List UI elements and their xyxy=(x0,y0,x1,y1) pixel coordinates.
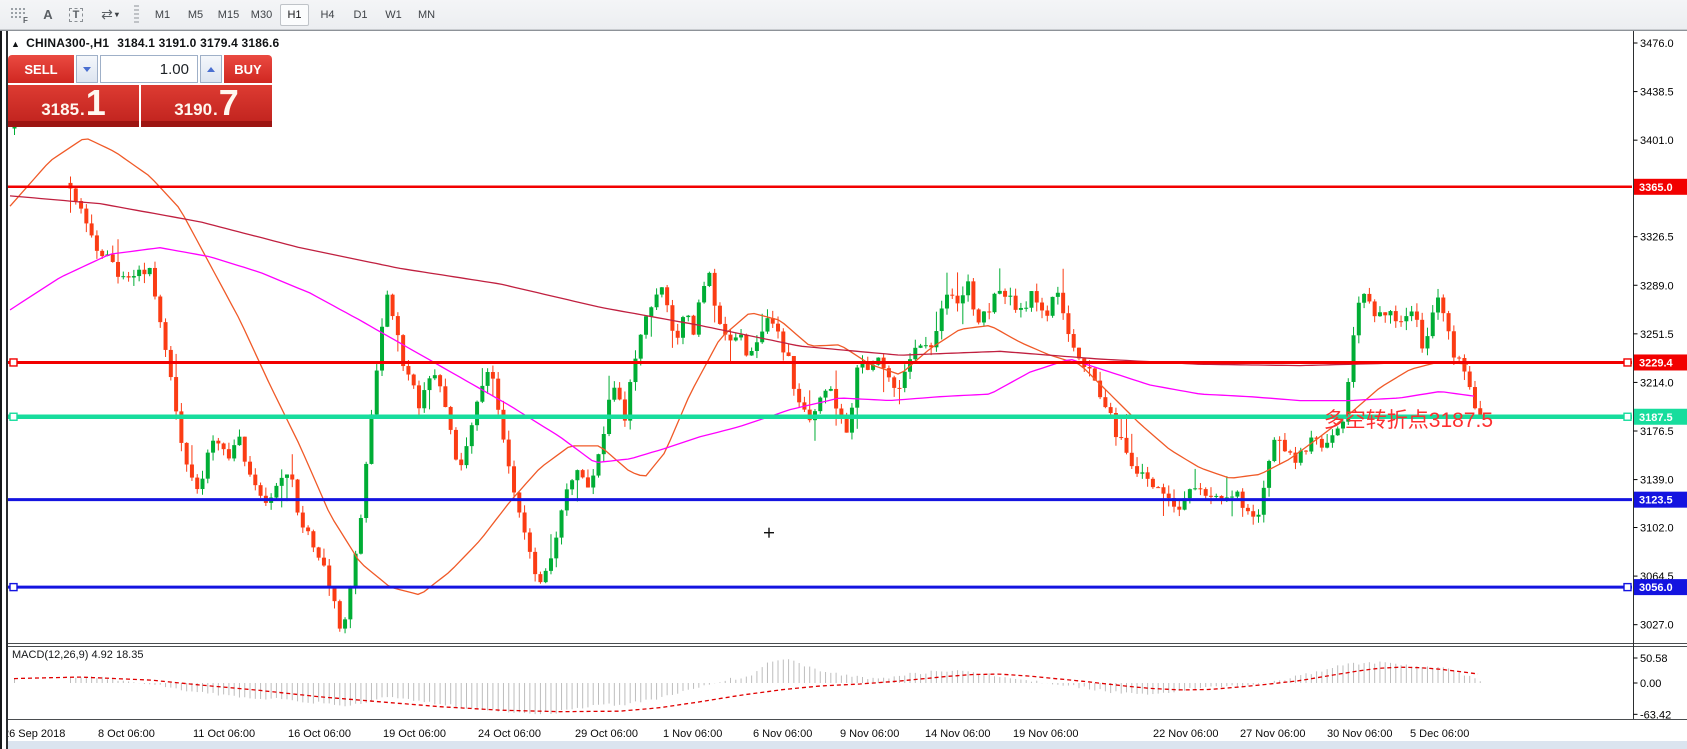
toolbar-grip xyxy=(134,4,139,25)
svg-text:5 Dec 06:00: 5 Dec 06:00 xyxy=(1410,728,1469,740)
svg-text:19 Oct 06:00: 19 Oct 06:00 xyxy=(383,728,446,740)
volume-input[interactable] xyxy=(100,55,198,83)
arrange-tool-button[interactable]: ⇄ ▾ xyxy=(90,3,130,27)
svg-text:50.58: 50.58 xyxy=(1640,653,1668,665)
chart-canvas[interactable]: 3476.0 3438.5 3401.0 3326.5 3289.0 3251.5 3214… xyxy=(0,31,1687,749)
svg-text:3214.0: 3214.0 xyxy=(1640,377,1674,389)
toolbar: F A T ⇄ ▾ M1 M5 M15 M30 H1 H4 D1 W1 MN xyxy=(0,0,1687,30)
svg-text:9 Nov 06:00: 9 Nov 06:00 xyxy=(840,728,899,740)
svg-text:3027.0: 3027.0 xyxy=(1640,620,1674,632)
svg-text:26 Sep 2018: 26 Sep 2018 xyxy=(3,728,65,740)
svg-text:-63.42: -63.42 xyxy=(1640,709,1671,721)
svg-text:3289.0: 3289.0 xyxy=(1640,280,1674,292)
ohlc-values: 3184.1 3191.0 3179.4 3186.6 xyxy=(117,36,280,50)
buy-price-dot: . xyxy=(213,100,218,119)
timeframe-m30[interactable]: M30 xyxy=(247,4,276,26)
volume-increase-button[interactable] xyxy=(200,55,222,83)
letter-a-icon: A xyxy=(43,7,53,22)
triangle-up-icon xyxy=(207,66,215,72)
sell-price-pip: 1 xyxy=(85,82,106,123)
svg-text:16 Oct 06:00: 16 Oct 06:00 xyxy=(288,728,351,740)
timeframe-w1[interactable]: W1 xyxy=(379,4,408,26)
volume-decrease-button[interactable] xyxy=(76,55,98,83)
svg-text:24 Oct 06:00: 24 Oct 06:00 xyxy=(478,728,541,740)
timeframe-m5[interactable]: M5 xyxy=(181,4,210,26)
text-box-tool-button[interactable]: T xyxy=(62,3,90,27)
macd-name: MACD(12,26,9) xyxy=(12,649,89,661)
svg-text:0.00: 0.00 xyxy=(1640,678,1661,690)
buy-price-panel[interactable]: 3190. 7 xyxy=(141,85,272,127)
svg-text:3365.0: 3365.0 xyxy=(1639,182,1673,194)
svg-text:30 Nov 06:00: 30 Nov 06:00 xyxy=(1327,728,1392,740)
timeframe-m1[interactable]: M1 xyxy=(148,4,177,26)
svg-text:1 Nov 06:00: 1 Nov 06:00 xyxy=(663,728,722,740)
svg-text:27 Nov 06:00: 27 Nov 06:00 xyxy=(1240,728,1305,740)
svg-text:3056.0: 3056.0 xyxy=(1639,582,1673,594)
buy-button[interactable]: BUY xyxy=(224,55,272,83)
timeframe-group: M1 M5 M15 M30 H1 H4 D1 W1 MN xyxy=(148,3,441,26)
timeframe-m15[interactable]: M15 xyxy=(214,4,243,26)
buy-price-pip: 7 xyxy=(218,82,239,123)
timeframe-mn[interactable]: MN xyxy=(412,4,441,26)
svg-text:3251.5: 3251.5 xyxy=(1640,329,1674,341)
svg-text:3102.0: 3102.0 xyxy=(1640,523,1674,535)
svg-text:3476.0: 3476.0 xyxy=(1640,38,1674,50)
sell-price-main: 3185 xyxy=(41,100,80,119)
timeframe-h1[interactable]: H1 xyxy=(280,3,309,26)
macd-layer xyxy=(13,659,1481,715)
timeframe-h4[interactable]: H4 xyxy=(313,4,342,26)
svg-text:3176.5: 3176.5 xyxy=(1640,426,1674,438)
ma-slow-line xyxy=(9,195,1475,367)
horizontal-scrollbar[interactable] xyxy=(8,741,1687,749)
svg-text:14 Nov 06:00: 14 Nov 06:00 xyxy=(925,728,990,740)
buy-price-main: 3190 xyxy=(174,100,213,119)
ma-fast-line xyxy=(9,138,1469,596)
svg-text:19 Nov 06:00: 19 Nov 06:00 xyxy=(1013,728,1078,740)
ma-mid-line xyxy=(9,247,1475,464)
svg-text:8 Oct 06:00: 8 Oct 06:00 xyxy=(98,728,155,740)
arrange-arrows-icon: ⇄ xyxy=(101,6,113,22)
grid-f-icon: F xyxy=(11,7,28,24)
collapse-triangle-icon[interactable]: ▲ xyxy=(11,39,21,49)
candles-layer xyxy=(9,112,1483,634)
macd-signal-line xyxy=(13,666,1479,713)
sell-button[interactable]: SELL xyxy=(8,55,74,83)
svg-text:6 Nov 06:00: 6 Nov 06:00 xyxy=(753,728,812,740)
svg-text:3326.5: 3326.5 xyxy=(1640,232,1674,244)
text-label-tool-button[interactable]: A xyxy=(34,3,62,27)
trade-controls-row: SELL BUY xyxy=(8,55,272,83)
trade-prices-row: 3185. 1 3190. 7 xyxy=(8,85,272,127)
svg-text:F: F xyxy=(23,16,28,24)
symbols-grid-icon[interactable]: F xyxy=(6,3,34,27)
chart-window: 3476.0 3438.5 3401.0 3326.5 3289.0 3251.5 3214… xyxy=(0,30,1687,749)
macd-indicator-label: MACD(12,26,9) 4.92 18.35 xyxy=(12,649,143,661)
macd-values: 4.92 18.35 xyxy=(91,649,144,661)
timeframe-d1[interactable]: D1 xyxy=(346,4,375,26)
one-click-trading-panel: SELL BUY 3185.1 3190.7 xyxy=(8,55,272,127)
window-left-edge xyxy=(0,31,8,749)
svg-text:3123.5: 3123.5 xyxy=(1639,495,1673,507)
symbol-timeframe-label: CHINA300-,H1 xyxy=(26,36,110,50)
svg-text:29 Oct 06:00: 29 Oct 06:00 xyxy=(575,728,638,740)
sell-price-dot: . xyxy=(80,100,85,119)
svg-text:3401.0: 3401.0 xyxy=(1640,135,1674,147)
svg-text:11 Oct 06:00: 11 Oct 06:00 xyxy=(193,728,255,740)
svg-text:3229.4: 3229.4 xyxy=(1639,357,1674,369)
svg-text:3438.5: 3438.5 xyxy=(1640,87,1674,99)
letter-t-box-icon: T xyxy=(68,7,84,22)
svg-text:3139.0: 3139.0 xyxy=(1640,475,1674,487)
chart-annotation-text: 多空转折点3187.5 xyxy=(1323,409,1493,432)
chevron-down-icon: ▾ xyxy=(114,10,119,19)
chart-title: ▲ CHINA300-,H1 3184.1 3191.0 3179.4 3186.6 xyxy=(11,36,279,50)
triangle-down-icon xyxy=(83,66,91,72)
svg-text:22 Nov 06:00: 22 Nov 06:00 xyxy=(1153,728,1218,740)
sell-price-panel[interactable]: 3185. 1 xyxy=(8,85,139,127)
svg-text:3187.5: 3187.5 xyxy=(1639,412,1673,424)
